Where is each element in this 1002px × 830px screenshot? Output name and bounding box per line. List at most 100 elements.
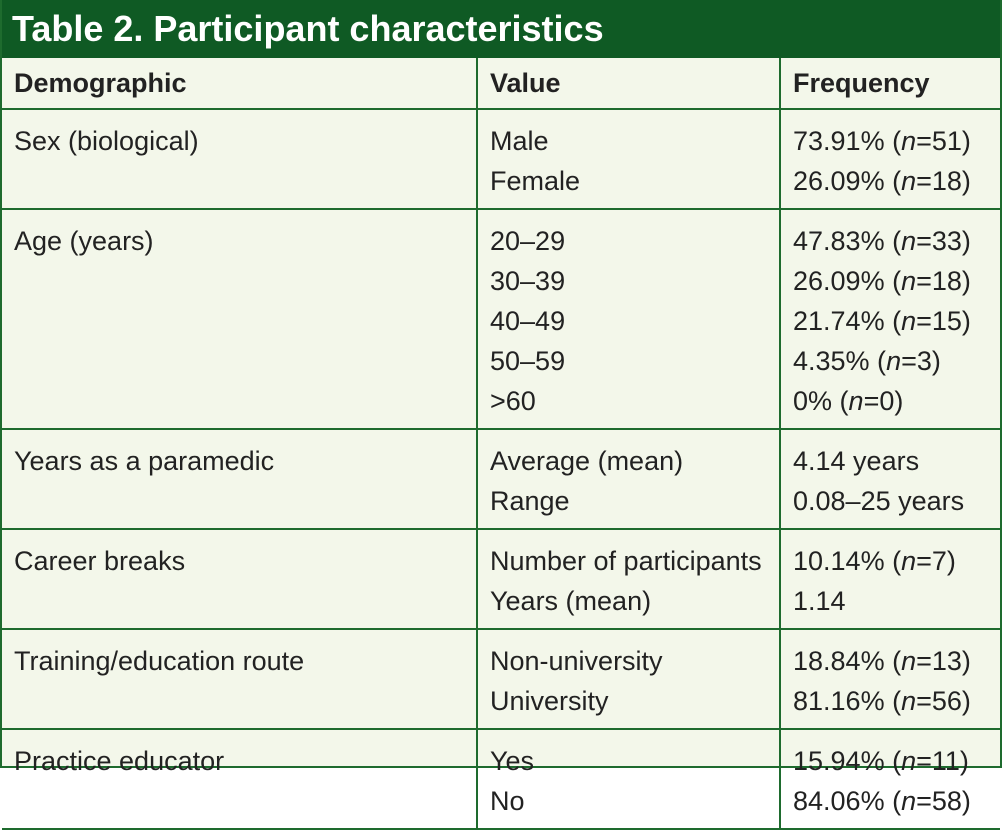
frequency-count: =51) (916, 126, 971, 156)
value-cell: Non-university University (476, 628, 781, 730)
frequency-percent: 10.14% ( (793, 546, 902, 576)
frequency-n-symbol: n (901, 166, 917, 196)
frequency-text: 4.14 years (793, 441, 988, 481)
frequency-n-symbol: n (901, 646, 917, 676)
value-text: >60 (490, 386, 536, 416)
demographic-cell: Training/education route (2, 628, 478, 730)
value-text: Non-university (490, 646, 663, 676)
table-title: Table 2. Participant characteristics (2, 0, 1000, 58)
frequency-text: 0.08–25 years (793, 481, 988, 521)
frequency-cell: 10.14% (n=7) 1.14 (779, 528, 1000, 630)
frequency-percent: 0.08–25 years (793, 486, 965, 516)
frequency-count: =58) (916, 786, 971, 816)
frequency-cell: 18.84% (n=13) 81.16% (n=56) (779, 628, 1000, 730)
frequency-count: =18) (916, 266, 971, 296)
frequency-text: 47.83% (n=33) (793, 221, 988, 261)
demographic-cell: Sex (biological) (2, 108, 478, 210)
frequency-percent: 15.94% ( (793, 746, 902, 776)
frequency-n-symbol: n (901, 226, 917, 256)
frequency-count: =0) (863, 386, 904, 416)
frequency-count: =18) (916, 166, 971, 196)
demographic-label: Career breaks (14, 546, 186, 576)
frequency-percent: 26.09% ( (793, 166, 902, 196)
frequency-n-symbol: n (901, 546, 917, 576)
frequency-text: 84.06% (n=58) (793, 781, 988, 821)
frequency-count: =15) (916, 306, 971, 336)
demographic-label: Age (years) (14, 226, 154, 256)
frequency-n-symbol: n (901, 686, 917, 716)
table-row: Training/education route Non-university Un… (2, 628, 1000, 730)
frequency-text: 0% (n=0) (793, 381, 988, 421)
frequency-n-symbol: n (901, 306, 917, 336)
frequency-percent: 47.83% ( (793, 226, 902, 256)
demographic-cell: Practice educator (2, 728, 478, 830)
frequency-n-symbol: n (886, 346, 902, 376)
demographic-label: Training/education route (14, 646, 305, 676)
frequency-n-symbol: n (901, 746, 917, 776)
column-header-demographic: Demographic (2, 58, 478, 110)
demographic-label: Years as a paramedic (14, 446, 275, 476)
value-text: Average (mean) (490, 446, 684, 476)
table-row: Sex (biological) Male Female 73.91% (n=51) 2… (2, 108, 1000, 210)
value-text: Yes (490, 746, 535, 776)
frequency-cell: 4.14 years 0.08–25 years (779, 428, 1000, 530)
frequency-percent: 18.84% ( (793, 646, 902, 676)
frequency-text: 21.74% (n=15) (793, 301, 988, 341)
frequency-count: =11) (916, 746, 969, 776)
column-header-value: Value (476, 58, 781, 110)
table-row: Career breaks Number of participants Years… (2, 528, 1000, 630)
frequency-percent: 0% ( (793, 386, 849, 416)
frequency-count: =13) (916, 646, 971, 676)
frequency-percent: 81.16% ( (793, 686, 902, 716)
frequency-text: 26.09% (n=18) (793, 261, 988, 301)
frequency-text: 18.84% (n=13) (793, 641, 988, 681)
column-header-frequency: Frequency (779, 58, 1000, 110)
value-text: Number of participants (490, 546, 762, 576)
participant-table: Demographic Value Frequency Sex (biologi… (2, 58, 1000, 830)
value-cell: Male Female (476, 108, 781, 210)
frequency-count: =56) (916, 686, 971, 716)
frequency-text: 10.14% (n=7) (793, 541, 988, 581)
demographic-cell: Career breaks (2, 528, 478, 630)
table-body: Sex (biological) Male Female 73.91% (n=51) 2… (2, 108, 1000, 830)
value-text: 40–49 (490, 306, 566, 336)
frequency-n-symbol: n (901, 786, 917, 816)
frequency-percent: 26.09% ( (793, 266, 902, 296)
frequency-percent: 4.14 years (793, 446, 920, 476)
value-text: University (490, 686, 609, 716)
demographic-label: Sex (biological) (14, 126, 199, 156)
value-cell: 20–29 30–39 40–49 50–59 >60 (476, 208, 781, 430)
value-text: Male (490, 126, 549, 156)
frequency-text: 4.35% (n=3) (793, 341, 988, 381)
demographic-label: Practice educator (14, 746, 225, 776)
value-text: 30–39 (490, 266, 566, 296)
header-row: Demographic Value Frequency (2, 58, 1000, 110)
value-text: Years (mean) (490, 586, 652, 616)
frequency-text: 81.16% (n=56) (793, 681, 988, 721)
frequency-count: =7) (916, 546, 956, 576)
table-row: Age (years) 20–29 30–39 40–49 50–59 >60 47.83%… (2, 208, 1000, 430)
frequency-percent: 1.14 (793, 586, 846, 616)
frequency-cell: 47.83% (n=33) 26.09% (n=18) 21.74% (n=15) 4… (779, 208, 1000, 430)
frequency-percent: 84.06% ( (793, 786, 902, 816)
frequency-percent: 73.91% ( (793, 126, 902, 156)
value-text: Range (490, 486, 570, 516)
demographic-cell: Age (years) (2, 208, 478, 430)
demographic-cell: Years as a paramedic (2, 428, 478, 530)
frequency-n-symbol: n (901, 266, 917, 296)
frequency-n-symbol: n (901, 126, 917, 156)
value-text: Female (490, 166, 581, 196)
frequency-cell: 73.91% (n=51) 26.09% (n=18) (779, 108, 1000, 210)
table-row: Years as a paramedic Average (mean) Range 4… (2, 428, 1000, 530)
frequency-cell: 15.94% (n=11) 84.06% (n=58) (779, 728, 1000, 830)
value-text: No (490, 786, 525, 816)
frequency-text: 1.14 (793, 581, 988, 621)
value-cell: Average (mean) Range (476, 428, 781, 530)
frequency-text: 26.09% (n=18) (793, 161, 988, 201)
value-text: 20–29 (490, 226, 566, 256)
frequency-count: =33) (916, 226, 971, 256)
value-text: 50–59 (490, 346, 566, 376)
frequency-text: 73.91% (n=51) (793, 121, 988, 161)
value-cell: Number of participants Years (mean) (476, 528, 781, 630)
